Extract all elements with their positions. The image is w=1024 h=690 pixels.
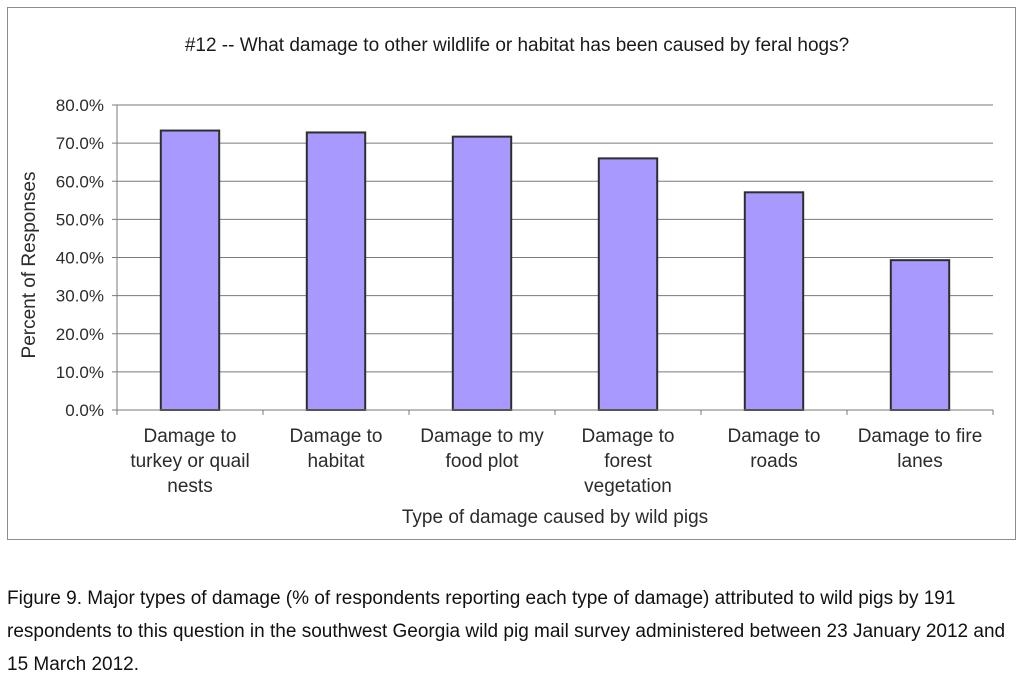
x-category-label: Damage to xyxy=(290,426,383,447)
y-tick-label: 80.0% xyxy=(56,96,104,115)
bar xyxy=(305,131,367,411)
y-tick-label: 40.0% xyxy=(56,249,104,268)
y-tick-label: 20.0% xyxy=(56,325,104,344)
bar xyxy=(597,157,659,411)
x-category-label: forest xyxy=(604,451,652,472)
y-axis-title: Percent of Responses xyxy=(19,172,40,359)
x-category-label: Damage to my xyxy=(420,426,544,447)
chart-frame: #12 -- What damage to other wildlife or … xyxy=(7,7,1016,540)
x-category-label: habitat xyxy=(307,451,365,472)
y-tick-label: 10.0% xyxy=(56,363,104,382)
gridlines xyxy=(117,104,993,373)
x-category-label: roads xyxy=(750,451,798,472)
x-axis-categories: Damage to turkey or quail nests Damage to ha… xyxy=(130,426,982,497)
y-tick-label: 0.0% xyxy=(65,401,104,420)
bar xyxy=(743,191,805,411)
x-category-label: Damage to xyxy=(728,426,821,447)
x-category-label: vegetation xyxy=(584,476,672,497)
bars xyxy=(159,129,951,412)
bar-chart: #12 -- What damage to other wildlife or … xyxy=(19,35,994,528)
bar xyxy=(889,259,951,411)
axes xyxy=(116,105,994,415)
bar xyxy=(451,135,513,412)
y-axis-ticks: 0.0% 10.0% 20.0% 30.0% 40.0% 50.0% 60.0% 70.0% 8… xyxy=(56,96,117,420)
x-category-label: lanes xyxy=(897,451,942,472)
bar xyxy=(159,129,221,411)
x-category-label: Damage to xyxy=(582,426,675,447)
figure-caption: Figure 9. Major types of damage (% of re… xyxy=(7,588,1006,675)
x-category-label: food plot xyxy=(446,451,520,472)
x-category-label: nests xyxy=(167,476,212,497)
x-axis-title: Type of damage caused by wild pigs xyxy=(402,507,708,528)
chart-title: #12 -- What damage to other wildlife or … xyxy=(185,35,849,56)
x-category-label: Damage to xyxy=(144,426,237,447)
y-tick-label: 30.0% xyxy=(56,287,104,306)
x-category-label: Damage to fire xyxy=(858,426,983,447)
y-tick-label: 70.0% xyxy=(56,134,104,153)
y-tick-label: 50.0% xyxy=(56,210,104,229)
y-tick-label: 60.0% xyxy=(56,172,104,191)
x-category-label: turkey or quail xyxy=(130,451,249,472)
